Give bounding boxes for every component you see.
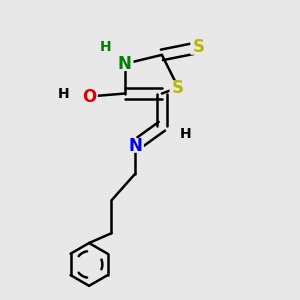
FancyBboxPatch shape bbox=[126, 138, 144, 153]
FancyBboxPatch shape bbox=[97, 40, 114, 55]
Text: N: N bbox=[128, 136, 142, 154]
FancyBboxPatch shape bbox=[169, 80, 187, 95]
Text: O: O bbox=[82, 88, 96, 106]
Text: S: S bbox=[172, 79, 184, 97]
Text: H: H bbox=[180, 127, 191, 141]
FancyBboxPatch shape bbox=[116, 56, 134, 71]
FancyBboxPatch shape bbox=[190, 40, 208, 55]
FancyBboxPatch shape bbox=[80, 89, 98, 104]
Text: S: S bbox=[193, 38, 205, 56]
FancyBboxPatch shape bbox=[55, 86, 73, 101]
Text: H: H bbox=[58, 86, 70, 100]
Text: N: N bbox=[118, 55, 132, 73]
FancyBboxPatch shape bbox=[177, 126, 194, 141]
Text: H: H bbox=[100, 40, 111, 55]
